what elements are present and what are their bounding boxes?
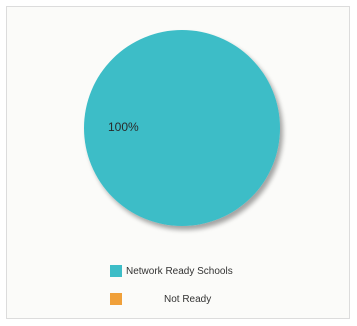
pie-slice-network-ready-schools (84, 30, 280, 226)
legend-swatch-not-ready (110, 293, 122, 305)
slice-label-network-ready: 100% (108, 120, 139, 134)
legend-label-not-ready: Not Ready (164, 294, 211, 305)
legend-label-network-ready: Network Ready Schools (126, 266, 233, 277)
legend-swatch-network-ready (110, 265, 122, 277)
pie-slices (84, 30, 280, 226)
legend: Network Ready Schools Not Ready (110, 265, 233, 305)
